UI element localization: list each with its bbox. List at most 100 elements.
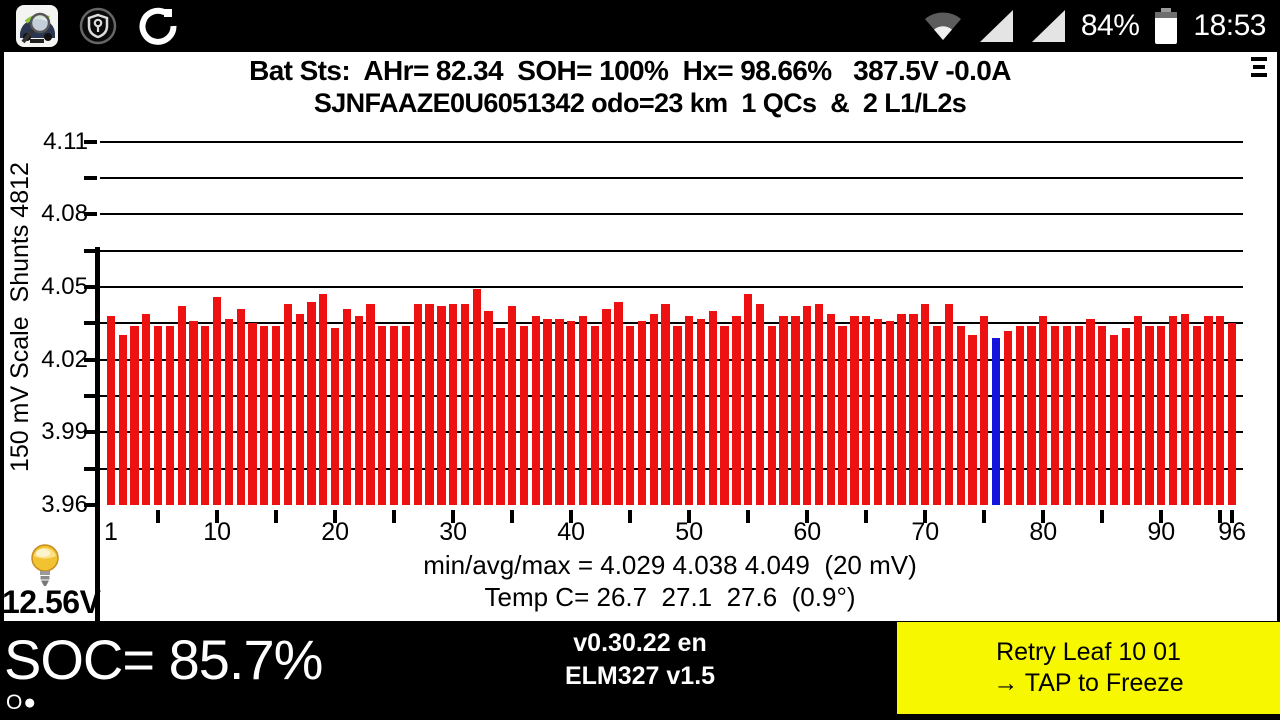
menu-icon[interactable] xyxy=(1248,57,1270,83)
retry-button[interactable]: Retry Leaf 10 01 → TAP to Freeze xyxy=(897,622,1280,714)
bottom-bar: SOC= 85.7% O● v0.30.22 en ELM327 v1.5 Re… xyxy=(0,621,1280,720)
cell-bar xyxy=(460,303,470,505)
wifi-icon xyxy=(924,12,961,40)
x-axis-tick-label: 80 xyxy=(1029,518,1058,546)
cell-bar xyxy=(1109,335,1119,505)
frame-border-left xyxy=(0,52,4,622)
cell-bar xyxy=(508,306,517,505)
cell-bar xyxy=(696,318,706,505)
x-axis-tick xyxy=(1041,510,1046,523)
gridline xyxy=(100,249,1243,252)
cell-bar xyxy=(803,306,812,505)
cell-voltage-chart[interactable]: 4.11 4.08 4.05 4.02 3.99 3.96 1 10 20 30 40 50 60 70 8… xyxy=(0,120,1280,630)
cell-bar xyxy=(932,325,942,505)
cell-bar xyxy=(826,313,835,505)
x-axis-tick-label: 40 xyxy=(557,518,586,546)
cell-bar xyxy=(260,325,269,505)
x-axis-tick xyxy=(923,510,928,523)
cell-bar xyxy=(130,325,139,505)
cell-bar xyxy=(968,335,977,505)
cell-bar xyxy=(1204,316,1213,505)
cell-bar xyxy=(779,316,788,505)
cell-bar xyxy=(944,303,953,505)
cell-bar xyxy=(767,325,776,505)
signal-triangle-icon xyxy=(979,10,1013,42)
gridline xyxy=(100,286,1243,289)
x-axis-tick-label: 70 xyxy=(911,518,940,546)
aux-battery-voltage: 12.56V xyxy=(2,584,101,620)
gridline xyxy=(100,213,1243,216)
cell-bar xyxy=(1086,318,1095,505)
cell-bar xyxy=(897,313,906,505)
cell-bar xyxy=(862,316,871,505)
cell-bar xyxy=(1062,325,1072,505)
cell-bar xyxy=(732,316,741,505)
cell-bar xyxy=(142,313,151,505)
y-axis-tick xyxy=(84,430,97,435)
vin-odometer-header: SJNFAAZE0U6051342 odo=23 km 1 QCs & 2 L1… xyxy=(313,88,967,118)
x-axis-tick xyxy=(392,510,397,523)
cell-bar xyxy=(283,303,293,505)
cell-bar xyxy=(755,303,765,505)
cell-bar xyxy=(543,318,552,505)
cell-bar xyxy=(578,316,588,505)
cell-bar xyxy=(1003,330,1012,505)
cell-bar xyxy=(1180,313,1190,505)
x-axis-tick-label: 20 xyxy=(321,518,350,546)
page-indicator[interactable]: O● xyxy=(6,691,38,714)
x-axis-tick xyxy=(1100,510,1105,523)
cell-bar xyxy=(661,303,670,505)
cell-bar xyxy=(390,325,399,505)
x-axis-tick xyxy=(628,510,633,523)
cell-bar xyxy=(449,303,458,505)
leafspy-app-icon xyxy=(16,5,58,47)
cell-bar xyxy=(1050,325,1060,505)
cell-bar xyxy=(838,325,847,505)
cell-bar xyxy=(531,316,540,505)
x-axis-tick-label: 60 xyxy=(793,518,822,546)
x-axis-tick xyxy=(156,510,161,523)
cell-bar xyxy=(555,318,564,505)
cell-bar xyxy=(519,325,529,505)
x-axis-tick xyxy=(805,510,810,523)
gridline xyxy=(100,322,1243,325)
y-axis-tick-label: 4.08 xyxy=(41,200,88,228)
cell-bar xyxy=(885,320,894,505)
cell-bar xyxy=(413,303,422,505)
cell-bar xyxy=(791,316,800,505)
vpn-shield-key-icon xyxy=(79,7,117,45)
x-axis-tick xyxy=(510,510,515,523)
cell-bar xyxy=(106,316,116,505)
x-axis-tick-label: 10 xyxy=(203,518,232,546)
x-axis-tick xyxy=(215,510,220,523)
gridline xyxy=(100,467,1243,470)
gridline xyxy=(100,431,1243,434)
y-axis-tick xyxy=(84,285,97,290)
x-axis-tick-label: 1 xyxy=(103,518,118,546)
y-axis-tick-label: 4.05 xyxy=(41,273,88,301)
lightbulb-icon[interactable] xyxy=(30,544,60,595)
battery-status-header: Bat Sts: AHr= 82.34 SOH= 100% Hx= 98.66%… xyxy=(249,55,1011,86)
cell-bar xyxy=(626,325,635,505)
cell-bar xyxy=(1133,316,1142,505)
cell-bar xyxy=(637,320,647,505)
cell-bar xyxy=(1039,316,1048,505)
x-axis-tick xyxy=(982,510,987,523)
sync-refresh-icon xyxy=(139,7,177,45)
gridline xyxy=(100,395,1243,397)
cell-bar xyxy=(649,313,658,505)
cell-bar xyxy=(567,320,576,505)
y-axis-tick-label: 4.02 xyxy=(41,345,88,373)
cell-bar xyxy=(1216,316,1225,505)
clock-text: 18:53 xyxy=(1193,9,1266,42)
cell-bar xyxy=(295,313,304,505)
x-axis-tick xyxy=(687,510,692,523)
cell-bar xyxy=(708,311,717,505)
cell-bar xyxy=(590,325,599,505)
x-axis-tick xyxy=(864,510,869,523)
y-axis-tick xyxy=(84,176,97,181)
cell-bar xyxy=(153,325,163,505)
cell-bar xyxy=(1227,323,1237,505)
cell-bar xyxy=(614,301,623,505)
